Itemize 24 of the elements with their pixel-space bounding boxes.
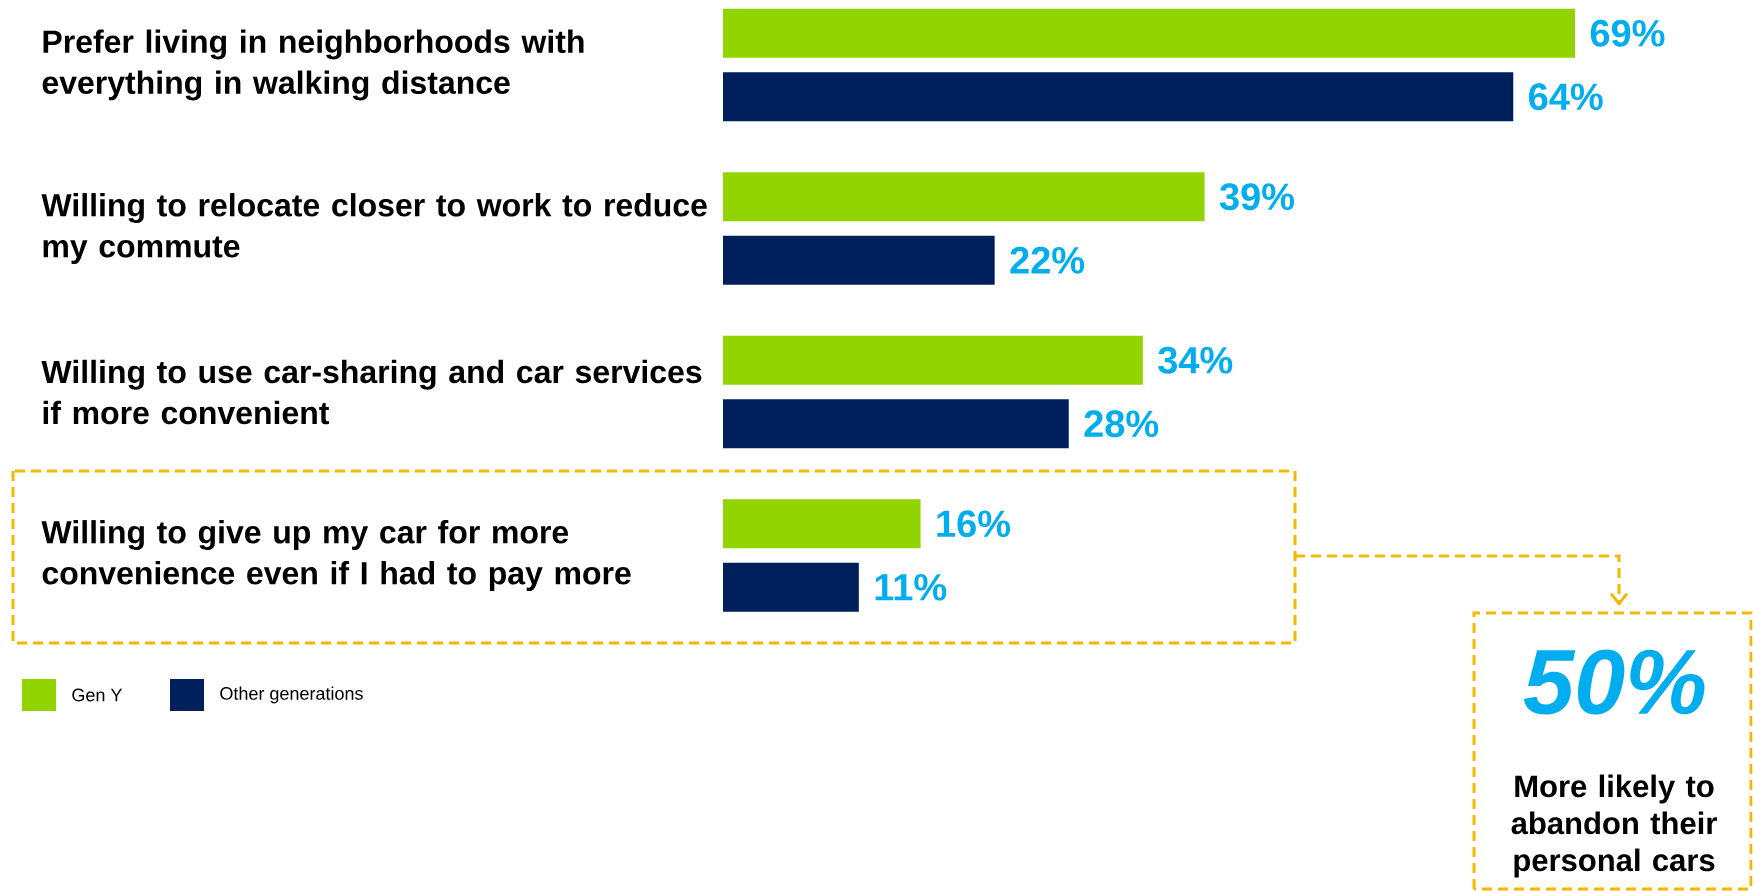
- bar: [723, 399, 1069, 449]
- legend-label: Other generations: [220, 686, 363, 704]
- data-label: 28%: [1084, 410, 1159, 438]
- data-label: 69%: [1590, 19, 1665, 47]
- bar: [723, 499, 921, 549]
- bar: [723, 235, 995, 285]
- bar: [723, 72, 1514, 122]
- text: More likely to abandon their personal cars: [1511, 774, 1717, 878]
- data-label: 39%: [1219, 183, 1295, 211]
- bar: [723, 562, 859, 612]
- data-label: 11%: [875, 573, 947, 601]
- data-label: 16%: [937, 510, 1011, 538]
- bar: [723, 172, 1205, 222]
- data-label: 22%: [1010, 246, 1085, 274]
- y-tick-label: Willing to relocate closer to work to reduce my commute: [41, 193, 707, 264]
- y-tick-label: Prefer living in neighborhoods with everything in walking distance: [42, 29, 584, 101]
- y-tick-label: Willing to use car-sharing and car services if more convenient: [41, 359, 702, 425]
- legend-label: Gen Y: [72, 688, 123, 702]
- data-label: 64%: [1529, 83, 1603, 111]
- data-label: 34%: [1158, 346, 1233, 374]
- bar: [723, 8, 1576, 58]
- bar: [723, 335, 1143, 385]
- y-tick-label: Willing to give up my car for more convenience even if I had to pay more: [41, 520, 631, 591]
- text: 50%: [1523, 649, 1705, 715]
